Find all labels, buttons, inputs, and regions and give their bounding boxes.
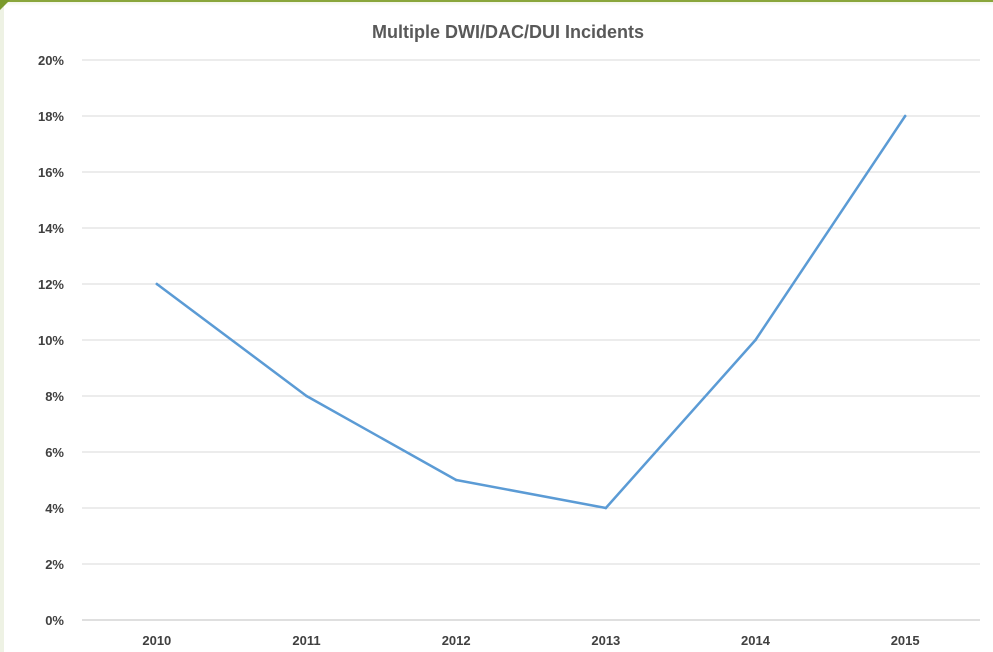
x-tick-label: 2013 — [591, 633, 620, 648]
y-axis-ticks: 0% 2% 4% 6% 8% 10% 12% 14% 16% 18% 20% — [38, 53, 64, 628]
series-group — [155, 114, 907, 510]
x-tick-label: 2011 — [292, 633, 320, 648]
y-tick-label: 10% — [38, 333, 64, 348]
y-tick-label: 20% — [38, 53, 64, 68]
y-tick-label: 0% — [45, 613, 64, 628]
x-tick-label: 2012 — [442, 633, 471, 648]
x-tick-label: 2014 — [741, 633, 771, 648]
data-point — [903, 114, 907, 118]
y-tick-label: 14% — [38, 221, 64, 236]
corner-marker — [0, 0, 10, 10]
data-point — [454, 478, 458, 482]
y-tick-label: 6% — [45, 445, 64, 460]
y-tick-label: 8% — [45, 389, 64, 404]
y-tick-label: 12% — [38, 277, 64, 292]
top-border — [0, 0, 993, 6]
x-tick-label: 2015 — [891, 633, 920, 648]
y-tick-label: 18% — [38, 109, 64, 124]
y-tick-label: 16% — [38, 165, 64, 180]
chart-title: Multiple DWI/DAC/DUI Incidents — [372, 22, 644, 42]
x-tick-label: 2010 — [142, 633, 171, 648]
y-tick-label: 4% — [45, 501, 64, 516]
data-point — [305, 394, 308, 398]
data-point — [604, 506, 608, 510]
gridlines — [82, 59, 980, 621]
y-tick-label: 2% — [45, 557, 64, 572]
data-point — [155, 282, 159, 286]
x-axis-ticks: 2010 2011 2012 2013 2014 2015 — [142, 633, 919, 648]
series-line — [155, 114, 907, 510]
data-point — [754, 338, 757, 342]
left-border — [0, 0, 4, 652]
